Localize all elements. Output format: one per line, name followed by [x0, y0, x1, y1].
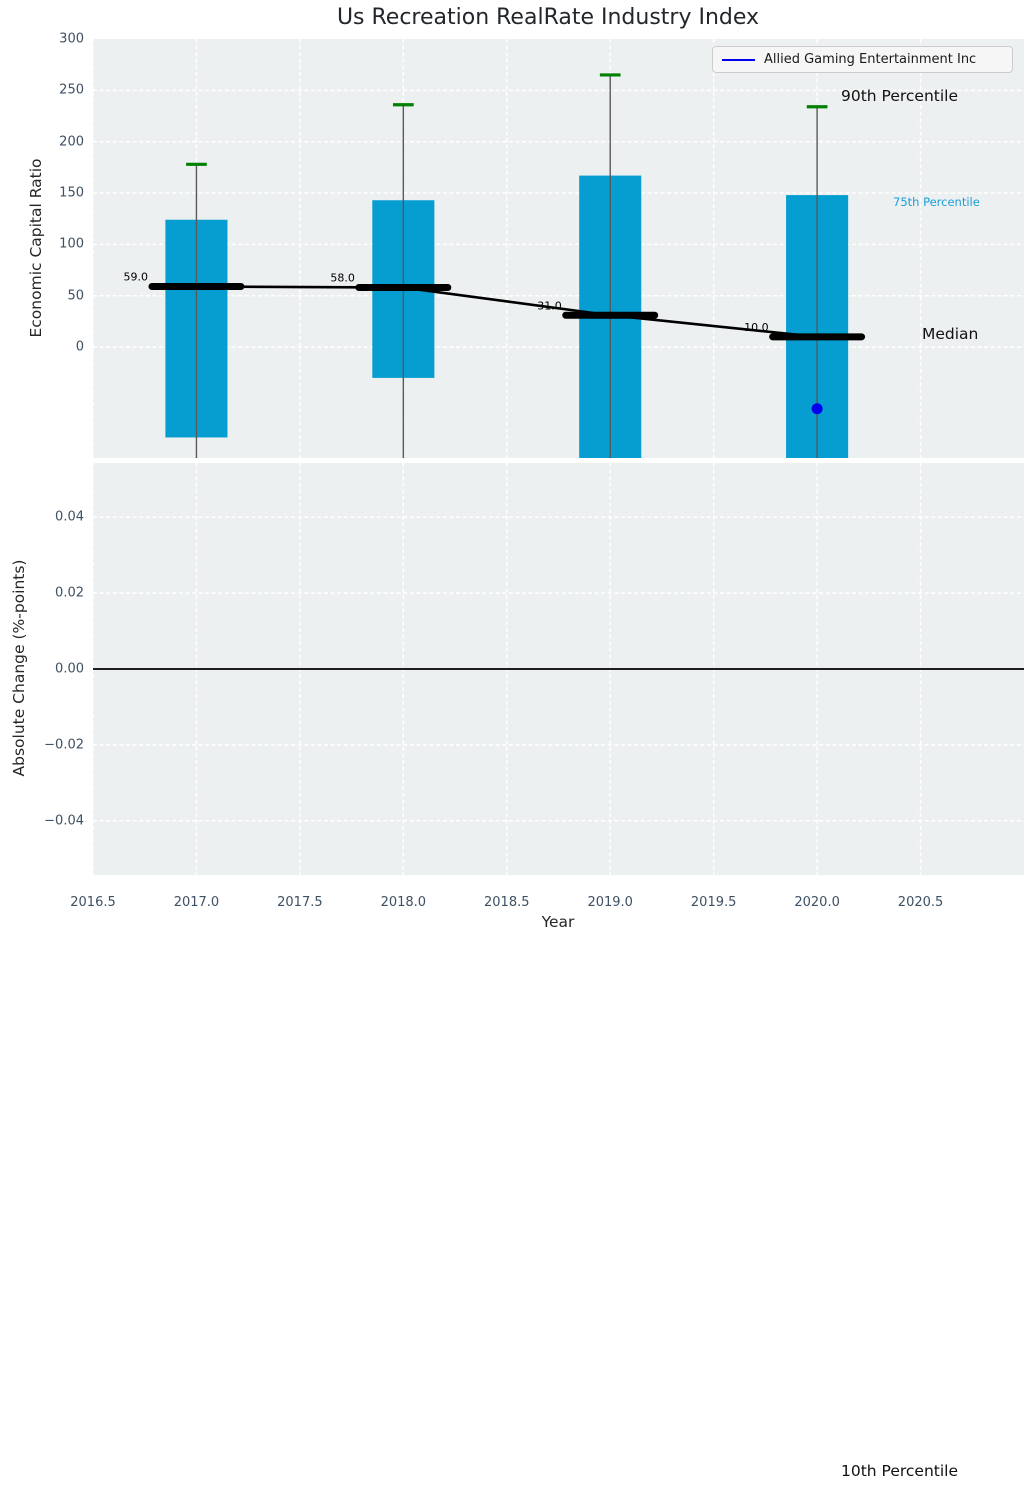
legend-line-icon: [722, 58, 755, 61]
median-trend-line: [196, 285, 818, 339]
median-annotation: Median: [922, 325, 979, 343]
x-tick-label: 2016.5: [70, 895, 116, 910]
y-axis-label-bottom: Absolute Change (%-points): [10, 559, 28, 777]
y-tick-label: 200: [59, 134, 84, 150]
y-tick-label: 0.02: [55, 585, 84, 601]
x-tick-label: 2020.0: [794, 895, 840, 910]
bottom-plot-area: [93, 463, 1024, 875]
median-value-label: 59.0: [123, 270, 148, 283]
company-point-2020: [811, 403, 823, 415]
x-tick-label: 2019.5: [690, 895, 737, 910]
bottom-plot-svg: [93, 463, 1024, 875]
y-tick-label: 100: [59, 236, 84, 252]
p10-annotation: 10th Percentile: [841, 1462, 959, 1480]
y-tick-label: 0.00: [55, 661, 84, 677]
p75-annotation: 75th Percentile: [893, 195, 980, 209]
y-tick-label: −0.02: [44, 737, 84, 753]
y-tick-label: 0: [75, 339, 84, 355]
y-tick-label: 50: [67, 288, 84, 304]
y-axis-label-top: Economic Capital Ratio: [27, 158, 45, 338]
y-tick-label: 250: [59, 82, 84, 98]
legend: Allied Gaming Entertainment Inc: [712, 46, 1013, 73]
x-tick-label: 2017.0: [173, 895, 220, 910]
x-tick-label: 2019.0: [587, 895, 633, 910]
median-value-label: 58.0: [330, 272, 355, 285]
y-tick-label: 300: [59, 31, 84, 47]
y-tick-label: 0.04: [55, 509, 84, 525]
median-value-label: 31.0: [537, 299, 562, 312]
legend-label: Allied Gaming Entertainment Inc: [764, 52, 977, 67]
y-tick-label: 150: [59, 185, 84, 201]
top-plot-area: 59.0 58.0 31.0 10.0: [93, 39, 1024, 458]
x-tick-label: 2018.5: [484, 895, 530, 910]
x-axis-label: Year: [541, 913, 575, 931]
top-plot-svg: 59.0 58.0 31.0 10.0: [93, 39, 1024, 458]
p90-annotation: 90th Percentile: [841, 87, 959, 105]
x-tick-label: 2020.5: [897, 895, 944, 910]
chart-title: Us Recreation RealRate Industry Index: [336, 5, 760, 30]
x-tick-label: 2017.5: [277, 895, 323, 910]
x-tick-label: 2018.0: [380, 895, 427, 910]
median-value-label: 10.0: [744, 321, 769, 334]
y-tick-label: −0.04: [44, 813, 84, 829]
